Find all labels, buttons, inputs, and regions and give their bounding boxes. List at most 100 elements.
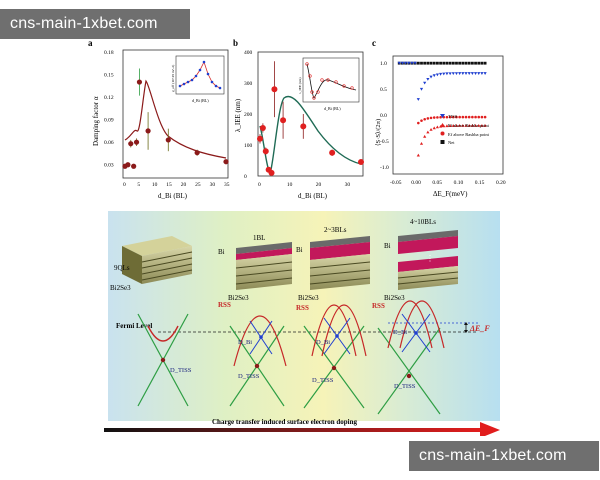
tiss-point bbox=[397, 61, 401, 65]
net-point bbox=[461, 61, 465, 65]
x-tick-label: -0.05 bbox=[390, 180, 402, 186]
panel-a-label: a bbox=[88, 38, 93, 48]
inset-point bbox=[198, 68, 202, 72]
x-tick-label: 5 bbox=[137, 182, 140, 188]
rashba-point bbox=[448, 124, 452, 127]
bands-4-10bls bbox=[377, 300, 445, 415]
net-point bbox=[458, 61, 462, 65]
rashba-dot bbox=[474, 115, 477, 119]
legend-triangle-down-icon bbox=[440, 114, 445, 118]
panel-a-fit-curve bbox=[124, 79, 227, 159]
panel-a-xlabel: d_Bi (BL) bbox=[158, 192, 188, 200]
panel-c-legend: TISS Ef above Rashba point Ef above Rash… bbox=[440, 114, 490, 145]
panel-a-inset-xlabel: d_Bi (BL) bbox=[192, 98, 209, 103]
inset-point bbox=[334, 80, 338, 84]
inset-point bbox=[190, 78, 194, 82]
watermark-top: cns-main-1xbet.com bbox=[0, 9, 190, 39]
rashba-dot bbox=[455, 115, 458, 119]
doping-arrow-bar bbox=[104, 428, 480, 432]
rashba-dot bbox=[436, 116, 439, 119]
rashba-dot bbox=[483, 115, 487, 119]
rashba-point bbox=[483, 123, 487, 127]
net-point bbox=[470, 61, 474, 65]
inset-point bbox=[182, 82, 186, 86]
inset-point bbox=[186, 80, 190, 84]
panel-b-inset: d_Bi (BL) λ_IEE (nm) bbox=[298, 57, 360, 111]
inset-point bbox=[320, 78, 324, 82]
data-point bbox=[223, 159, 229, 165]
rashba-dot bbox=[452, 115, 455, 119]
legend-item-1: TISS bbox=[448, 114, 458, 119]
panel-c-ylabel: ⟨S·S⟩/(2π) bbox=[375, 119, 382, 146]
net-point bbox=[420, 61, 423, 65]
tiss-point bbox=[429, 75, 433, 79]
panel-b-inset-xlabel: d_Bi (BL) bbox=[324, 106, 341, 111]
schematic: 9QLs Bi2Se3 1BL Bi Bi2Se3 2~3BLs Bi Bi2S… bbox=[104, 211, 500, 436]
rashba-dot bbox=[461, 115, 465, 119]
y-tick-label: 300 bbox=[244, 81, 253, 87]
net-point bbox=[439, 61, 442, 65]
d-tiss-label-2: D_TISS bbox=[238, 373, 260, 380]
stack-material-1: Bi2Se3 bbox=[110, 284, 131, 292]
y-tick-label: 400 bbox=[244, 50, 253, 56]
rashba-point bbox=[480, 123, 484, 127]
y-tick-label: 0.0 bbox=[380, 113, 387, 119]
rashba-point bbox=[435, 125, 439, 129]
x-tick-label: 35 bbox=[224, 182, 230, 188]
data-point bbox=[268, 169, 275, 176]
net-point bbox=[416, 61, 420, 65]
data-point bbox=[145, 128, 151, 134]
y-tick-label: 100 bbox=[244, 143, 253, 149]
net-point bbox=[436, 61, 439, 65]
rashba-point bbox=[461, 123, 465, 127]
rashba-dot bbox=[480, 115, 484, 119]
tiss-point bbox=[464, 72, 468, 75]
doping-caption: Charge transfer induced surface electron… bbox=[212, 418, 357, 426]
paper-figure: a Damping factor α d_Bi (BL) 0 5 10 15 20 25 3… bbox=[88, 38, 506, 436]
panel-b-label: b bbox=[233, 38, 238, 48]
stack-material-top-4: Bi bbox=[384, 242, 391, 250]
rashba-point bbox=[473, 123, 478, 127]
inset-point bbox=[312, 96, 316, 100]
net-point bbox=[474, 61, 477, 65]
panel-c-ticks: -0.05 0.00 0.05 0.10 0.15 0.20 -1.0 -0.5 0.0 0.5 1… bbox=[380, 61, 506, 186]
stack-material-4: Bi2Se3 bbox=[384, 294, 405, 302]
rashba-dot bbox=[426, 117, 430, 120]
rashba-point bbox=[464, 123, 468, 127]
panel-b-inset-ylabel: λ_IEE (nm) bbox=[298, 77, 302, 94]
panel-a-inset: d_Bi (BL) g_eff (10^19 m^-2) bbox=[171, 55, 225, 103]
y-tick-label: -1.0 bbox=[380, 165, 389, 171]
stack-material-top-3: Bi bbox=[296, 246, 303, 254]
inset-point bbox=[210, 80, 214, 84]
stack-label-1bl: 1BL bbox=[253, 234, 265, 242]
net-point bbox=[483, 61, 487, 65]
inset-point bbox=[206, 72, 210, 76]
inset-point bbox=[194, 74, 198, 78]
d-tiss-label-4: D_TISS bbox=[394, 383, 416, 390]
panel-b-fit-curve bbox=[259, 95, 362, 176]
rashba-dot bbox=[477, 115, 481, 119]
inset-point bbox=[350, 86, 354, 90]
stack-material-3: Bi2Se3 bbox=[298, 294, 319, 302]
stack-material-top-2: Bi bbox=[218, 248, 225, 256]
rashba-point bbox=[416, 153, 420, 157]
data-point bbox=[136, 79, 143, 85]
rashba-dot bbox=[423, 117, 426, 121]
y-tick-label: 0.03 bbox=[104, 163, 114, 169]
x-tick-label: 0.20 bbox=[496, 180, 506, 186]
rashba-dot bbox=[429, 116, 433, 120]
panel-c-xlabel: ΔE_F(meV) bbox=[433, 190, 468, 198]
fermi-level-label: Fermi Level bbox=[116, 322, 152, 330]
tiss-point bbox=[435, 73, 439, 77]
data-point bbox=[329, 149, 336, 156]
x-tick-label: 30 bbox=[210, 182, 216, 188]
panel-c-points bbox=[397, 61, 487, 157]
tiss-point bbox=[407, 61, 411, 65]
tiss-point bbox=[473, 72, 478, 75]
data-point bbox=[300, 123, 307, 130]
stack-9qls bbox=[122, 236, 193, 284]
x-tick-label: 30 bbox=[345, 182, 351, 188]
x-tick-label: 15 bbox=[166, 182, 172, 188]
net-point bbox=[455, 61, 458, 65]
